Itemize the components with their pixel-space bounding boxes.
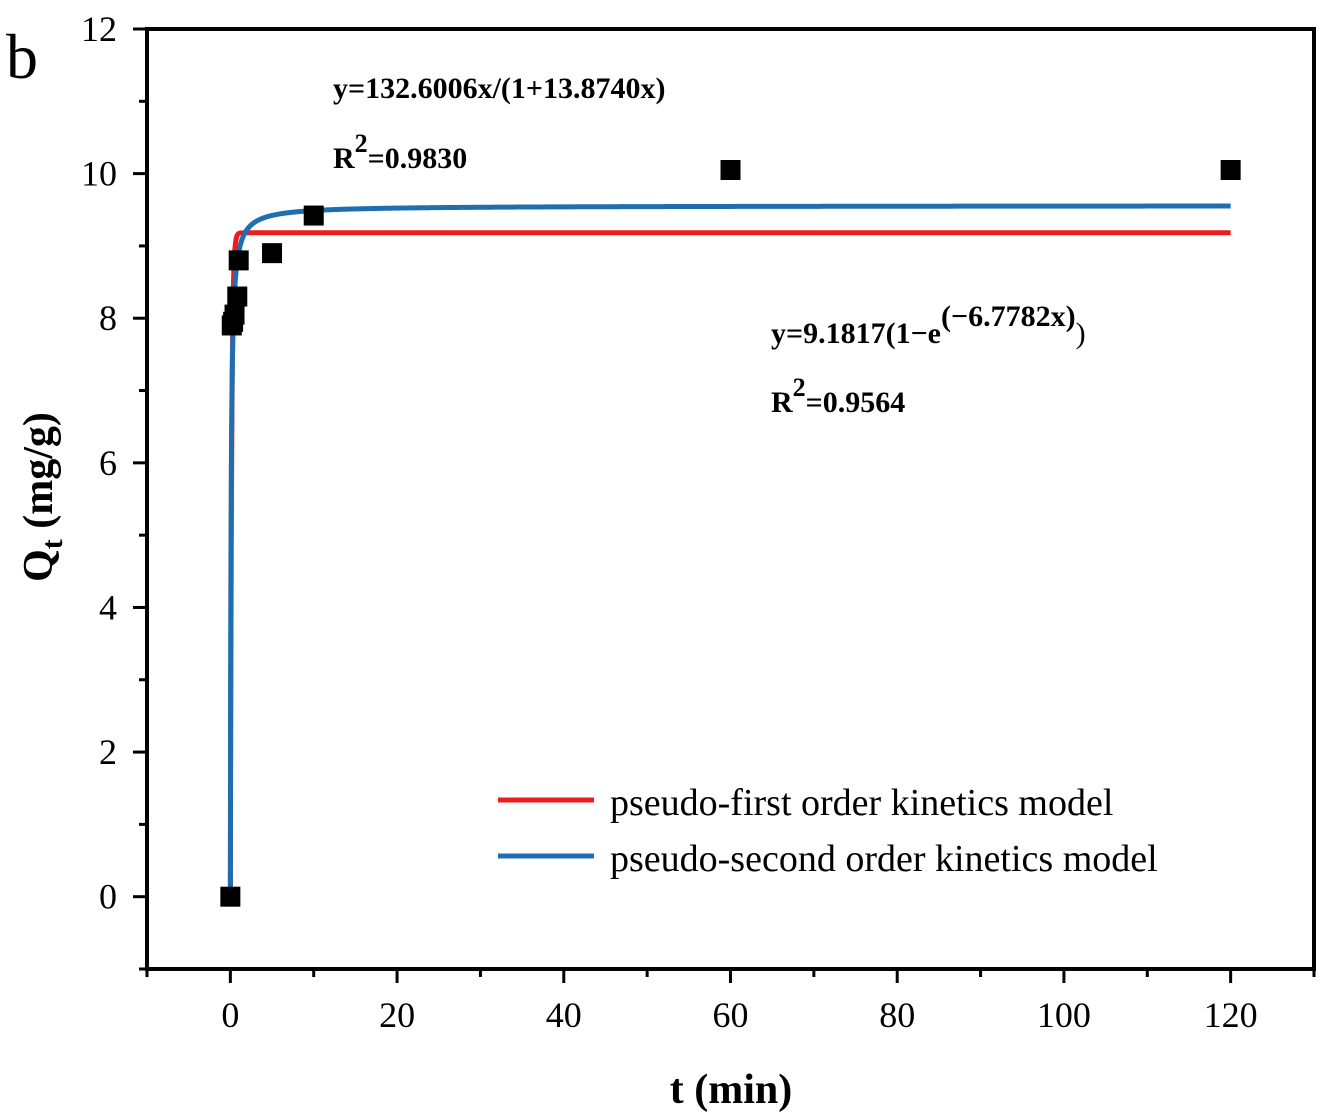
y-tick-label: 2 [99, 732, 117, 772]
data-point [1220, 160, 1241, 180]
data-point [303, 205, 324, 226]
x-tick-label: 20 [379, 995, 415, 1035]
legend-label-second-order: pseudo-second order kinetics model [610, 838, 1158, 880]
y-tick-label: 0 [99, 877, 117, 917]
x-axis-title: t (min) [670, 1067, 792, 1113]
legend-label-first-order: pseudo-first order kinetics model [610, 782, 1113, 824]
second-order-r2: R2=0.9830 [333, 129, 467, 175]
data-point [228, 250, 249, 271]
data-point [720, 160, 741, 180]
y-tick-label: 10 [81, 154, 117, 194]
pseudo-first-order-curve [227, 230, 1231, 897]
y-tick-label: 8 [99, 298, 117, 338]
y-axis-ticks: 0 2 4 6 8 10 12 [81, 9, 147, 971]
x-tick-label: 0 [221, 995, 239, 1035]
second-order-equation: y=132.6006x/(1+13.8740x) [333, 72, 666, 105]
x-tick-label: 40 [546, 995, 582, 1035]
panel-label: b [6, 21, 38, 92]
legend: pseudo-first order kinetics model pseudo… [498, 782, 1158, 880]
y-tick-label: 4 [99, 587, 117, 627]
x-axis-ticks: 0 20 40 60 80 100 120 [145, 969, 1316, 1035]
data-point [220, 886, 241, 907]
first-order-equation: y=9.1817(1−e(−6.7782x)) [771, 300, 1086, 350]
pseudo-second-order-curve [227, 203, 1231, 897]
y-tick-label: 6 [99, 443, 117, 483]
data-point [262, 243, 283, 264]
y-axis-title: Qt (mg/g) [16, 412, 69, 582]
data-point [227, 286, 248, 307]
axes: 0 20 40 60 80 100 120 0 2 4 6 8 10 12 [81, 9, 1316, 1035]
y-tick-label: 12 [81, 9, 117, 49]
x-tick-label: 120 [1204, 995, 1258, 1035]
data-point [224, 304, 245, 325]
first-order-r2: R2=0.9564 [771, 373, 905, 419]
x-tick-label: 60 [713, 995, 749, 1035]
x-tick-label: 80 [879, 995, 915, 1035]
x-tick-label: 100 [1037, 995, 1091, 1035]
data-points [220, 160, 1241, 907]
